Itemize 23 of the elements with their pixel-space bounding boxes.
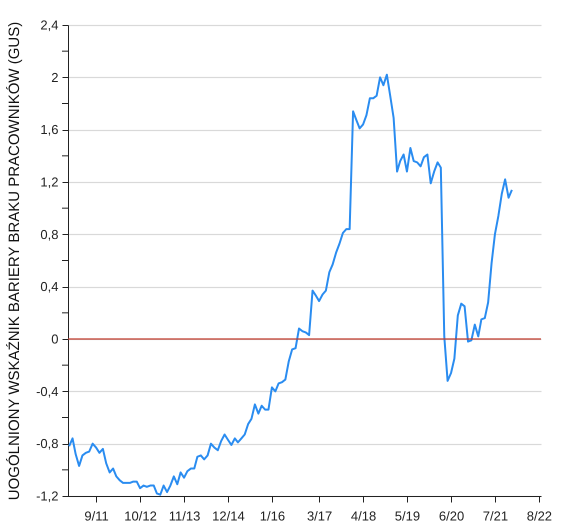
line-series (68, 74, 513, 496)
x-tick-label: 8/22 (526, 508, 552, 524)
y-tick-label: 1,2 (40, 174, 58, 190)
y-tick-label: 1,6 (40, 122, 58, 138)
y-tick-label: 0 (51, 332, 58, 346)
y-tick-label: 0,4 (40, 279, 58, 294)
x-tick-label: 9/11 (84, 508, 109, 524)
y-tick-label: -0,4 (36, 384, 58, 399)
x-tick-label: 12/14 (212, 508, 245, 524)
y-tick-label: 0,8 (40, 226, 58, 242)
y-tick-label: -1,2 (36, 488, 58, 504)
x-tick-label: 5/19 (394, 508, 420, 524)
y-axis-title: UOGÓLNIONY WSKAŹNIK BARIERY BRAKU PRACOWNIKÓW (GUS) (5, 22, 24, 500)
x-tick-label: 3/17 (306, 508, 332, 524)
y-tick-label: 2 (51, 70, 58, 85)
y-tick-label: -0,8 (36, 436, 58, 452)
y-tick-label: 2,4 (40, 18, 58, 32)
x-tick-label: 4/18 (350, 508, 376, 524)
x-tick-label: 11/13 (168, 508, 200, 524)
x-tick-label: 6/20 (438, 508, 464, 524)
x-tick-label: 10/12 (124, 508, 157, 524)
x-tick-label: 7/21 (482, 508, 508, 524)
x-tick-label: 1/16 (260, 508, 286, 524)
